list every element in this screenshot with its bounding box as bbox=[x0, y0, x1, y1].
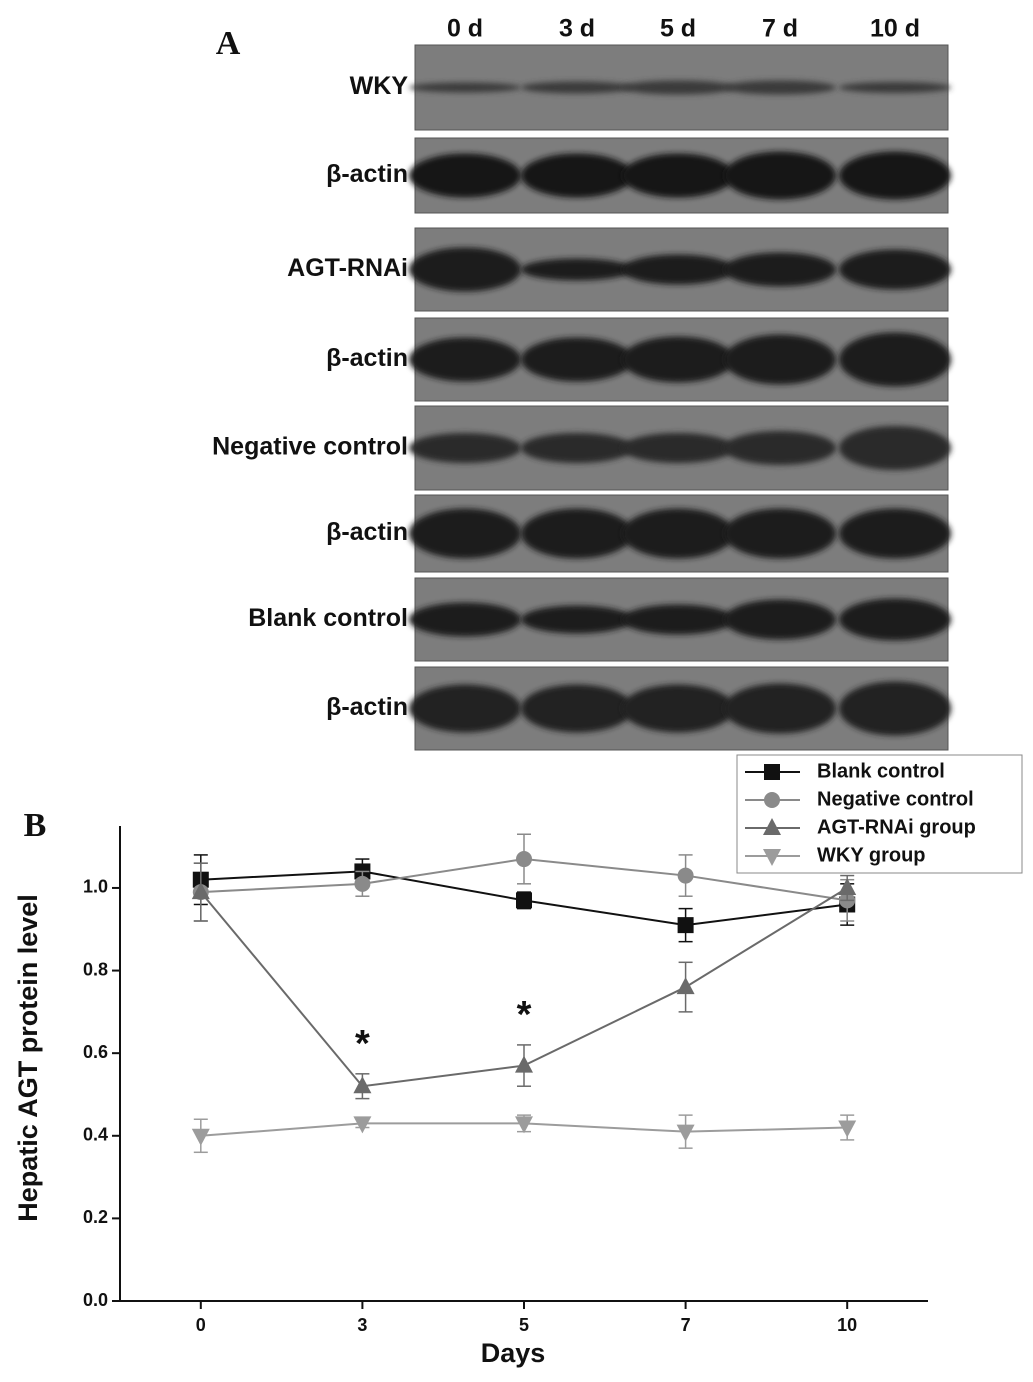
y-axis-label: Hepatic AGT protein level bbox=[13, 894, 43, 1222]
blot-band bbox=[622, 604, 734, 635]
lane-label: 0 d bbox=[447, 15, 483, 43]
row-label: Negative control bbox=[212, 433, 408, 461]
marker bbox=[354, 875, 371, 892]
legend-label: WKY group bbox=[817, 844, 926, 866]
marker bbox=[838, 1120, 857, 1138]
marker bbox=[763, 818, 781, 835]
marker bbox=[191, 1128, 210, 1146]
marker bbox=[677, 867, 694, 884]
blot-band bbox=[409, 247, 521, 292]
blot-band bbox=[724, 508, 836, 559]
blot-band bbox=[622, 254, 734, 285]
blot-band bbox=[521, 81, 633, 94]
blot-band bbox=[521, 508, 633, 559]
row-label: β-actin bbox=[326, 344, 408, 372]
x-tick-label: 7 bbox=[681, 1315, 691, 1335]
marker bbox=[676, 977, 695, 995]
row-label: β-actin bbox=[326, 518, 408, 546]
blot-band bbox=[839, 426, 951, 470]
row-label: WKY bbox=[350, 72, 409, 100]
row-label: β-actin bbox=[326, 160, 408, 188]
marker bbox=[515, 1116, 533, 1134]
blot-band bbox=[622, 80, 734, 95]
blot-band bbox=[521, 153, 633, 198]
blot-band bbox=[409, 508, 521, 559]
marker bbox=[353, 1116, 372, 1134]
blot-band bbox=[622, 508, 734, 559]
blot-band bbox=[839, 151, 951, 200]
marker bbox=[516, 892, 532, 909]
marker bbox=[191, 882, 210, 900]
panel-label: B bbox=[24, 807, 47, 844]
blot-band bbox=[839, 681, 951, 736]
blot-band bbox=[521, 605, 633, 634]
blot-band bbox=[521, 337, 633, 382]
y-tick-label: 0.2 bbox=[83, 1207, 108, 1227]
blot-band bbox=[839, 82, 951, 93]
lane-label: 3 d bbox=[559, 15, 595, 43]
marker bbox=[515, 1055, 533, 1073]
x-axis-label: Days bbox=[481, 1338, 546, 1368]
blot-band bbox=[839, 332, 951, 387]
blot-band bbox=[724, 599, 836, 640]
blot-band bbox=[724, 80, 836, 95]
x-tick-label: 5 bbox=[519, 1315, 529, 1335]
marker bbox=[763, 849, 781, 866]
row-label: AGT-RNAi bbox=[287, 254, 408, 282]
blot-band bbox=[409, 602, 521, 637]
legend-label: Negative control bbox=[817, 788, 974, 810]
blot-band bbox=[622, 684, 734, 733]
y-tick-label: 0.8 bbox=[83, 959, 108, 979]
blot-band bbox=[409, 82, 521, 93]
lane-label: 10 d bbox=[870, 15, 920, 43]
row-label: β-actin bbox=[326, 693, 408, 721]
blot-band bbox=[409, 684, 521, 733]
blot-band bbox=[724, 151, 836, 200]
blot-band bbox=[622, 336, 734, 383]
blot-band bbox=[521, 258, 633, 281]
blot-band bbox=[839, 508, 951, 559]
blot-band bbox=[724, 252, 836, 287]
marker bbox=[676, 1124, 695, 1142]
blot-band bbox=[409, 337, 521, 382]
annotation: * bbox=[517, 994, 532, 1036]
lane-label: 5 d bbox=[660, 15, 696, 43]
blot-band bbox=[521, 684, 633, 733]
y-tick-label: 0.4 bbox=[83, 1125, 108, 1145]
blot-band bbox=[839, 249, 951, 290]
marker bbox=[516, 851, 532, 868]
marker bbox=[764, 792, 780, 808]
blot-band bbox=[409, 153, 521, 198]
legend-label: Blank control bbox=[817, 760, 945, 782]
blot-band bbox=[724, 683, 836, 734]
y-tick-label: 1.0 bbox=[83, 877, 108, 897]
annotation: * bbox=[355, 1023, 370, 1065]
blot-band bbox=[409, 433, 521, 463]
marker bbox=[764, 764, 780, 780]
legend-box bbox=[736, 754, 1023, 874]
blot-band bbox=[839, 598, 951, 641]
x-tick-label: 0 bbox=[196, 1315, 206, 1335]
blot-band bbox=[622, 153, 734, 198]
marker bbox=[838, 877, 857, 895]
legend-label: AGT-RNAi group bbox=[817, 816, 976, 838]
y-tick-label: 0.0 bbox=[83, 1290, 108, 1310]
blot-band bbox=[724, 334, 836, 385]
blot-band bbox=[521, 433, 633, 463]
y-tick-label: 0.6 bbox=[83, 1042, 108, 1062]
row-label: Blank control bbox=[248, 604, 408, 632]
blot-band bbox=[622, 433, 734, 463]
x-tick-label: 3 bbox=[357, 1315, 367, 1335]
lane-label: 7 d bbox=[762, 15, 798, 43]
marker bbox=[677, 917, 694, 934]
panel-label: A bbox=[216, 25, 241, 62]
x-tick-label: 10 bbox=[837, 1315, 857, 1335]
marker bbox=[353, 1076, 372, 1094]
blot-band bbox=[724, 431, 836, 465]
